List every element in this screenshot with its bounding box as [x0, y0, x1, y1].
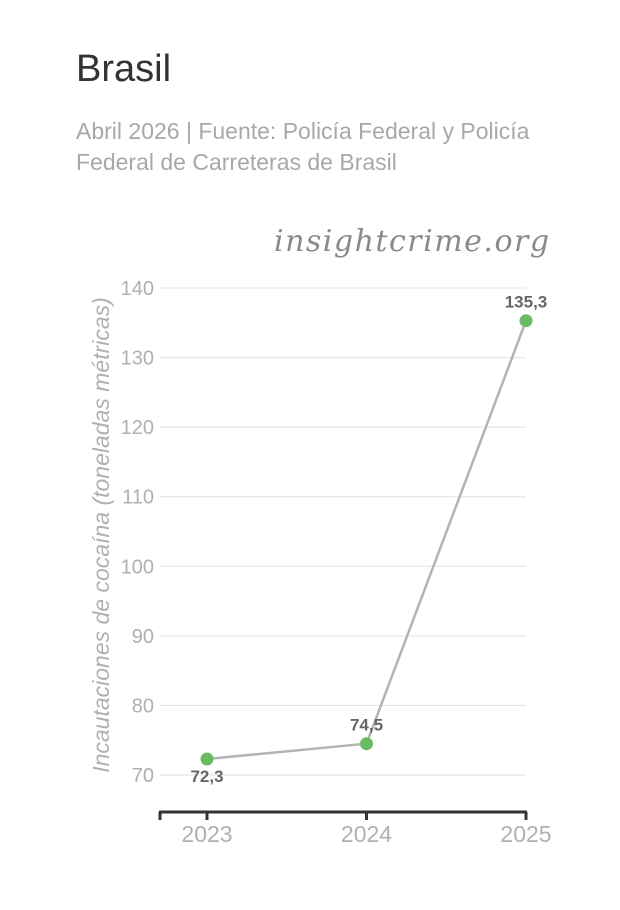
series-line	[206, 320, 528, 761]
x-tick-label: 2024	[341, 821, 392, 847]
y-tick-label: 110	[122, 487, 154, 509]
data-label: 74,5	[350, 716, 383, 735]
watermark-logo: insightcrime.org	[274, 224, 551, 259]
y-tick-label: 140	[121, 278, 154, 300]
y-tick-label: 80	[132, 695, 154, 717]
y-tick-label: 70	[132, 765, 154, 787]
data-label: 72,3	[190, 767, 223, 786]
data-point	[360, 737, 373, 751]
x-tick-label: 2023	[181, 821, 232, 847]
y-tick-label: 100	[121, 556, 154, 578]
y-axis-title: Incautaciones de cocaína (toneladas métr…	[88, 297, 114, 773]
y-tick-label: 90	[132, 626, 154, 648]
data-label: 135,3	[505, 293, 548, 312]
chart-subtitle: Abril 2026 | Fuente: Policía Federal y P…	[76, 118, 530, 175]
chart-title: Brasil	[76, 48, 172, 90]
y-tick-label: 120	[121, 417, 154, 439]
x-tick-label: 2025	[500, 821, 551, 847]
data-point	[519, 314, 533, 328]
y-tick-label: 130	[121, 348, 154, 370]
data-point	[200, 752, 214, 766]
